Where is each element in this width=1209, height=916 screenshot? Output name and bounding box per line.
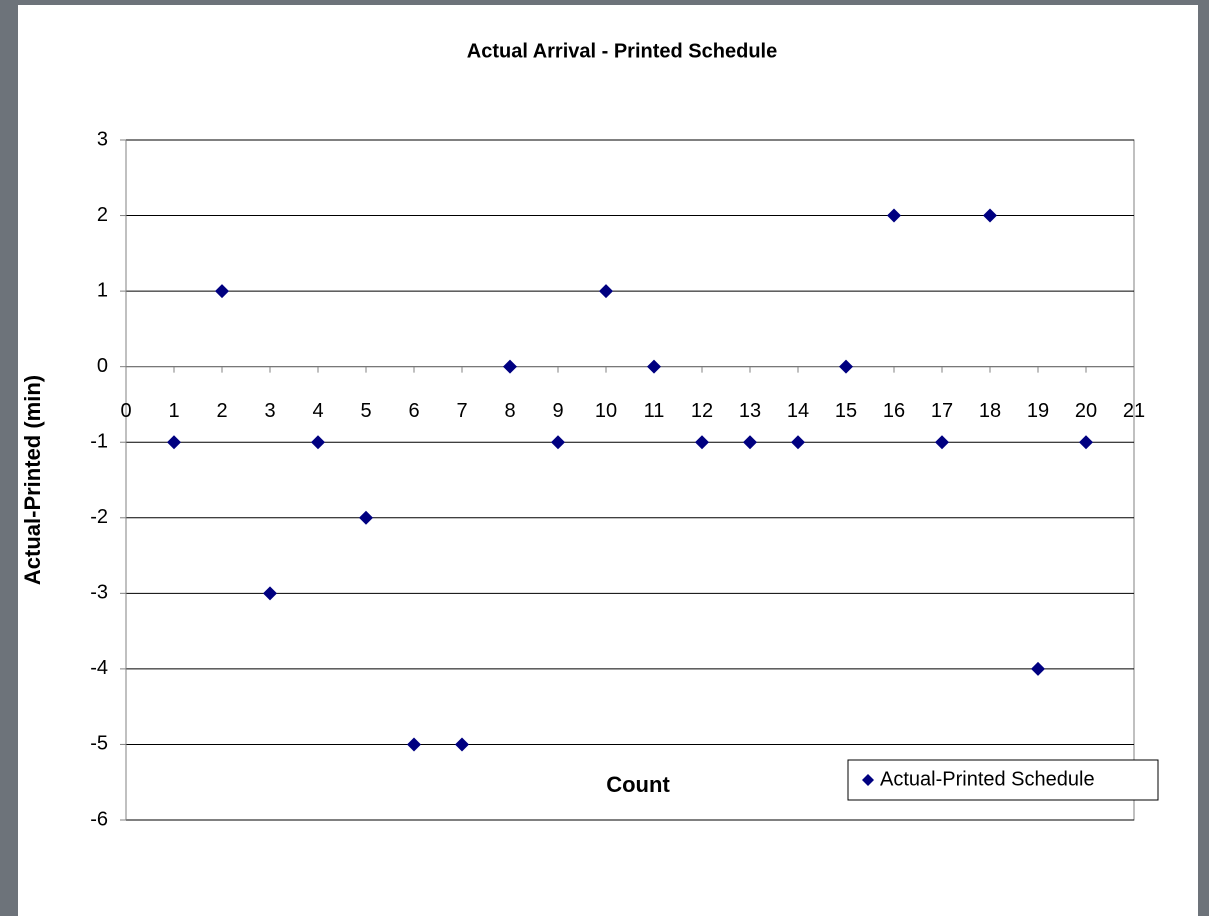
x-axis-label: Count xyxy=(606,772,670,797)
x-tick-label: 17 xyxy=(931,400,953,422)
chart-title: Actual Arrival - Printed Schedule xyxy=(467,40,777,62)
y-tick-label: -6 xyxy=(90,808,108,830)
y-tick-label: 3 xyxy=(97,128,108,150)
x-tick-label: 6 xyxy=(408,400,419,422)
x-tick-label: 5 xyxy=(360,400,371,422)
x-tick-label: 18 xyxy=(979,400,1001,422)
x-tick-label: 19 xyxy=(1027,400,1049,422)
page: Actual Arrival - Printed Schedule Count … xyxy=(0,0,1209,916)
x-tick-label: 7 xyxy=(456,400,467,422)
x-tick-label: 14 xyxy=(787,400,809,422)
y-tick-label: 0 xyxy=(97,355,108,377)
x-tick-label: 15 xyxy=(835,400,857,422)
y-axis-label: Actual-Printed (min) xyxy=(20,375,45,585)
x-tick-label: 2 xyxy=(216,400,227,422)
x-tick-label: 10 xyxy=(595,400,617,422)
x-tick-label: 0 xyxy=(120,400,131,422)
y-tick-label: -3 xyxy=(90,582,108,604)
x-tick-label: 16 xyxy=(883,400,905,422)
y-tick-label: -2 xyxy=(90,506,108,528)
x-tick-label: 20 xyxy=(1075,400,1097,422)
x-tick-label: 21 xyxy=(1123,400,1145,422)
legend-label: Actual-Printed Schedule xyxy=(880,768,1095,790)
y-tick-label: -4 xyxy=(90,657,108,679)
y-tick-label: 2 xyxy=(97,204,108,226)
y-tick-label: 1 xyxy=(97,279,108,301)
x-tick-label: 4 xyxy=(312,400,323,422)
chart: Actual Arrival - Printed Schedule Count … xyxy=(0,0,1209,916)
y-tick-label: -5 xyxy=(90,733,108,755)
x-tick-label: 1 xyxy=(168,400,179,422)
x-tick-label: 3 xyxy=(264,400,275,422)
x-tick-label: 13 xyxy=(739,400,761,422)
y-tick-label: -1 xyxy=(90,431,108,453)
x-tick-label: 11 xyxy=(644,400,665,422)
x-tick-label: 12 xyxy=(691,400,713,422)
x-tick-label: 9 xyxy=(552,400,563,422)
x-tick-label: 8 xyxy=(504,400,515,422)
